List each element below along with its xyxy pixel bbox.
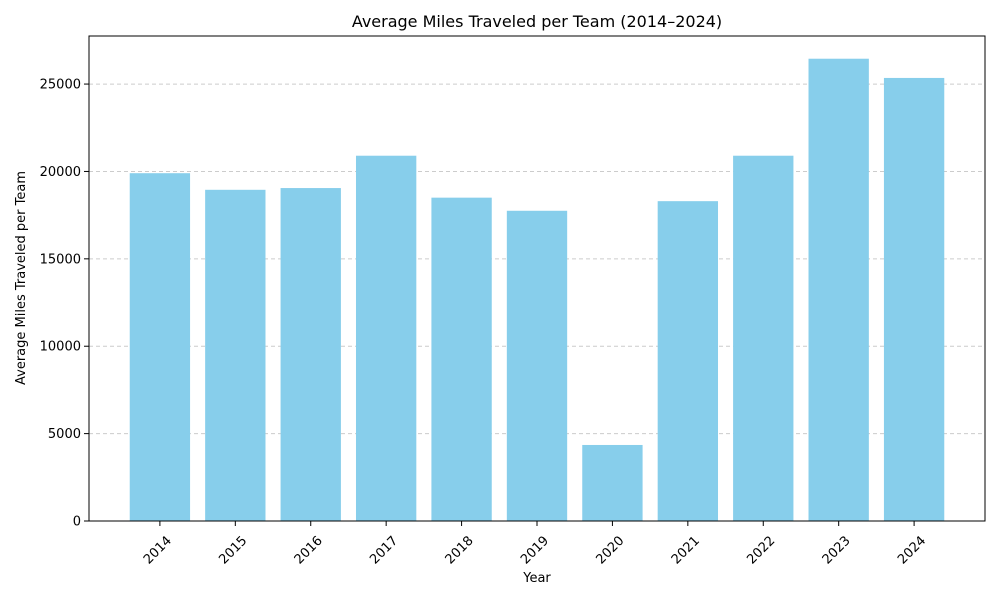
bars [129,58,945,522]
bar-2020 [582,444,643,521]
y-tick-label: 25000 [40,78,81,93]
y-tick-label: 15000 [40,252,81,267]
y-tick-label: 5000 [48,427,81,442]
y-axis-label: Average Miles Traveled per Team [14,171,29,385]
bar-2016 [280,188,341,521]
x-tick-label: 2015 [216,533,250,567]
bar-2018 [431,197,492,521]
bar-2017 [355,155,417,522]
bar-2022 [733,155,794,522]
bar-2019 [506,210,568,521]
bar-2014 [129,173,191,522]
x-tick-label: 2021 [669,533,703,567]
x-tick-label: 2023 [820,533,854,567]
bar-2023 [808,58,869,521]
x-axis-label: Year [522,571,551,586]
x-tick-label: 2019 [518,533,552,567]
bar-2015 [205,189,266,521]
x-tick-label: 2017 [367,533,401,567]
x-tick-label: 2020 [593,533,627,567]
x-tick-label: 2018 [443,533,477,567]
y-tick-label: 10000 [40,340,81,355]
chart-title: Average Miles Traveled per Team (2014–20… [352,12,722,31]
x-axis: 2014 2015 2016 2017 2018 2019 2020 2021 2022 2023… [141,521,929,567]
x-tick-label: 2016 [292,533,326,567]
x-tick-label: 2022 [744,533,778,567]
bar-2024 [883,77,945,521]
y-tick-label: 0 [73,515,81,530]
bar-2021 [657,201,719,521]
y-axis: 0 5000 10000 15000 20000 25000 [40,78,89,530]
x-tick-label: 2014 [141,533,175,567]
x-tick-label: 2024 [895,533,929,567]
y-tick-label: 20000 [40,165,81,180]
